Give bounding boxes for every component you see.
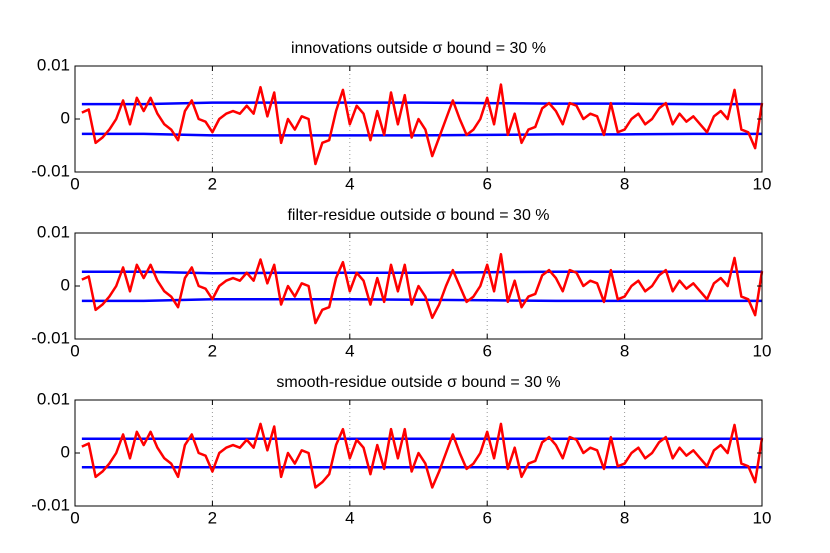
x-tick-label: 0 <box>70 508 79 527</box>
x-tick-label: 2 <box>208 174 217 193</box>
chart-title: smooth-residue outside σ bound = 30 % <box>276 374 560 391</box>
x-tick-label: 2 <box>208 508 217 527</box>
y-tick-label: 0.01 <box>37 222 70 241</box>
x-tick-label: 4 <box>345 174 354 193</box>
y-tick-label: 0 <box>61 442 70 461</box>
x-tick-label: 2 <box>208 341 217 360</box>
chart-title: filter-residue outside σ bound = 30 % <box>287 207 549 224</box>
x-tick-label: 4 <box>345 508 354 527</box>
x-tick-label: 4 <box>345 341 354 360</box>
data-line <box>81 132 762 137</box>
x-tick-label: 8 <box>620 508 629 527</box>
x-tick-label: 0 <box>70 341 79 360</box>
chart-title: innovations outside σ bound = 30 % <box>291 40 546 57</box>
y-tick-label: 0.01 <box>37 55 70 74</box>
x-tick-label: 8 <box>620 341 629 360</box>
y-tick-label: -0.01 <box>31 161 70 180</box>
y-tick-label: -0.01 <box>31 328 70 347</box>
y-tick-label: 0 <box>61 275 70 294</box>
x-tick-label: 10 <box>753 508 772 527</box>
y-tick-label: 0.01 <box>37 389 70 408</box>
y-tick-label: 0 <box>61 108 70 127</box>
y-tick-label: -0.01 <box>31 495 70 514</box>
x-tick-label: 10 <box>753 174 772 193</box>
x-tick-label: 6 <box>482 508 491 527</box>
data-line <box>81 422 764 489</box>
data-line <box>81 83 764 166</box>
x-tick-label: 6 <box>482 174 491 193</box>
x-tick-label: 10 <box>753 341 772 360</box>
data-line <box>81 252 764 325</box>
x-tick-label: 0 <box>70 174 79 193</box>
x-tick-label: 8 <box>620 174 629 193</box>
data-line <box>81 298 762 303</box>
x-tick-label: 6 <box>482 341 491 360</box>
